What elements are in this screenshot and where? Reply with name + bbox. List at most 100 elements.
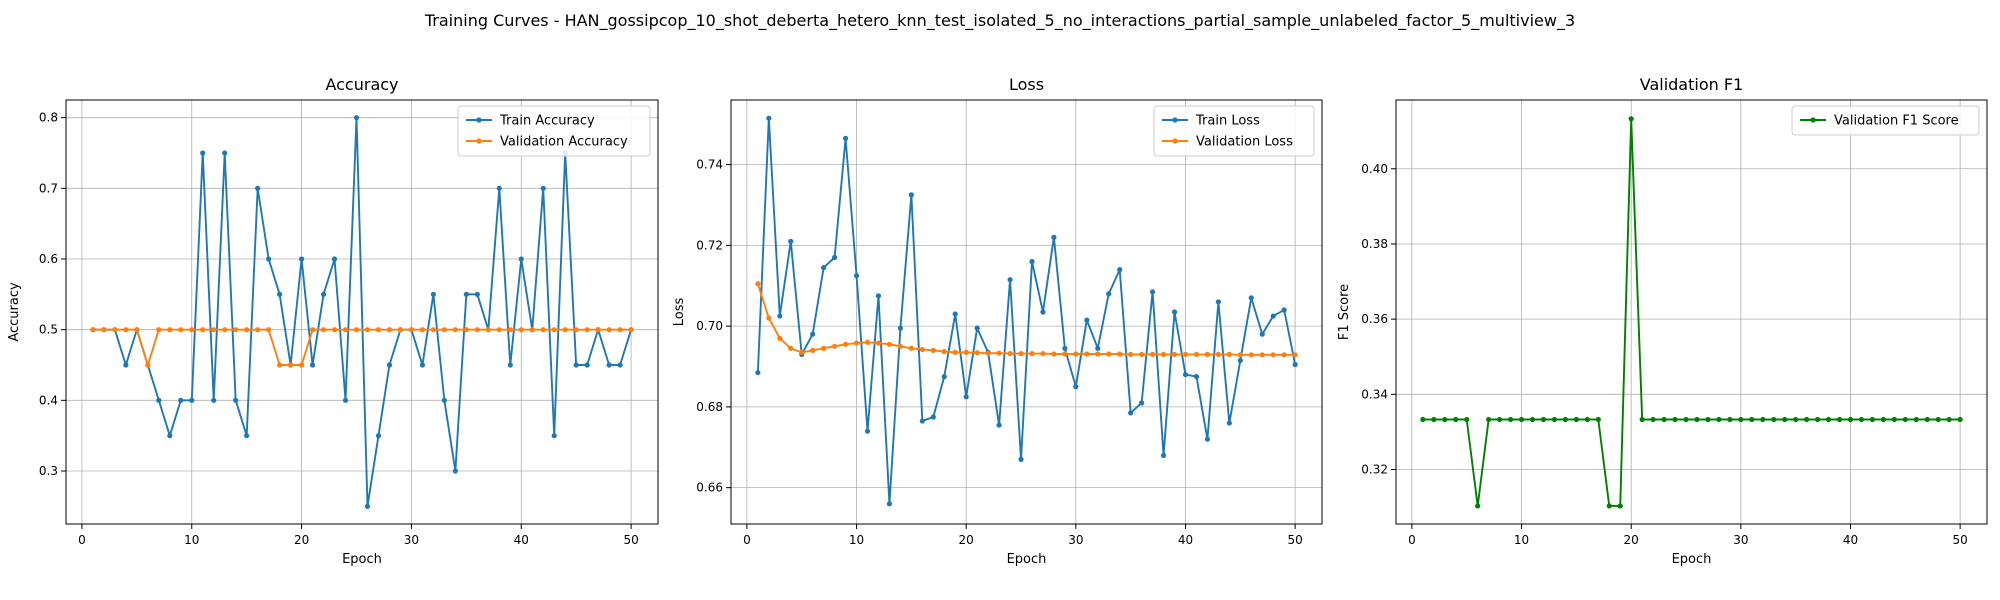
- data-point: [766, 315, 772, 321]
- data-point: [233, 397, 239, 403]
- data-point: [353, 115, 360, 121]
- legend-box: [1791, 105, 1980, 136]
- data-point: [1117, 351, 1123, 357]
- data-point: [266, 327, 272, 333]
- data-point: [441, 397, 447, 403]
- data-point: [908, 345, 914, 351]
- legend-swatch-marker: [1172, 138, 1178, 144]
- grid-lines: [1396, 100, 1987, 524]
- data-point: [452, 468, 458, 474]
- legend-box: [1153, 105, 1315, 157]
- y-tick-label: 0.36: [1361, 312, 1388, 326]
- data-point: [1171, 351, 1178, 357]
- data-point: [584, 327, 590, 333]
- data-point: [864, 428, 871, 434]
- x-tick-label: 0: [1408, 533, 1416, 547]
- y-tick-label: 0.40: [1361, 162, 1388, 176]
- data-point: [1204, 351, 1211, 357]
- data-point: [930, 414, 936, 420]
- data-point: [1040, 350, 1046, 357]
- x-tick-label: 40: [1843, 533, 1858, 547]
- x-tick-label: 30: [1733, 533, 1748, 547]
- series-line: [756, 117, 1297, 505]
- x-tick-label: 10: [1514, 533, 1529, 547]
- data-point: [974, 325, 980, 331]
- panel-title: Loss: [1009, 75, 1044, 94]
- data-point: [985, 350, 991, 356]
- data-point: [90, 327, 96, 333]
- data-point: [628, 327, 634, 333]
- data-point: [145, 362, 151, 368]
- data-point: [573, 362, 579, 368]
- data-point: [222, 150, 228, 156]
- data-point: [386, 327, 393, 333]
- data-point: [320, 327, 327, 333]
- data-point: [375, 433, 382, 439]
- data-point: [551, 327, 557, 333]
- data-point: [496, 185, 502, 191]
- grid-lines: [731, 100, 1322, 524]
- data-point: [1139, 400, 1145, 406]
- axes-frame: [65, 99, 659, 525]
- data-point: [485, 327, 491, 333]
- data-point: [430, 327, 436, 333]
- data-point: [189, 327, 195, 333]
- x-tick-label: 40: [514, 533, 529, 547]
- data-point: [996, 422, 1002, 428]
- data-point: [886, 341, 893, 347]
- data-point: [584, 362, 590, 368]
- data-point: [1084, 317, 1090, 323]
- data-point: [288, 362, 294, 368]
- data-point: [123, 362, 129, 368]
- data-point: [1825, 416, 1832, 423]
- data-point: [1095, 351, 1101, 357]
- data-point: [397, 327, 404, 333]
- data-point: [1738, 416, 1744, 423]
- data-point: [1062, 351, 1068, 357]
- data-point: [496, 327, 502, 333]
- data-point: [1727, 416, 1733, 423]
- data-point: [331, 256, 338, 262]
- data-point: [507, 362, 513, 368]
- data-point: [463, 291, 469, 297]
- data-point: [353, 327, 360, 333]
- data-point: [255, 185, 261, 191]
- y-tick-label: 0.72: [696, 238, 723, 252]
- data-point: [1018, 456, 1024, 462]
- data-point: [755, 369, 761, 376]
- data-point: [853, 273, 860, 279]
- data-point: [1836, 416, 1843, 423]
- data-point: [1117, 267, 1123, 273]
- data-point: [941, 348, 947, 355]
- x-tick-label: 10: [184, 533, 199, 547]
- data-point: [1248, 352, 1254, 358]
- data-point: [1062, 345, 1068, 351]
- data-point: [178, 327, 184, 333]
- x-tick-label: 40: [1178, 533, 1193, 547]
- legend: Train Accuracy Validation Accuracy: [457, 105, 651, 157]
- data-point: [156, 397, 162, 403]
- series-line: [92, 116, 632, 508]
- data-point: [886, 501, 893, 507]
- legend-entry-validation-loss: Validation Loss: [1162, 135, 1293, 150]
- data-point: [331, 327, 338, 333]
- data-point: [842, 341, 849, 347]
- y-tick-label: 0.5: [39, 323, 58, 337]
- accuracy-chart: 0 10 20 30 40 50 0.3 0.4 0.5 0.6 0.7 0.8 Accuracy Epo…: [7, 75, 659, 567]
- legend-entry-validation-accuracy: Validation Accuracy: [466, 135, 628, 150]
- x-tick-label: 0: [78, 533, 86, 547]
- data-point: [1051, 351, 1057, 357]
- data-point: [1281, 307, 1287, 313]
- x-axis-label: Epoch: [1007, 552, 1047, 567]
- data-point: [364, 327, 371, 333]
- data-point: [562, 327, 568, 333]
- x-tick-label: 10: [849, 533, 864, 547]
- y-tick-label: 0.34: [1361, 387, 1388, 401]
- data-point: [919, 346, 925, 353]
- data-point: [1760, 416, 1766, 423]
- data-point: [875, 340, 882, 346]
- series-validation-loss: [755, 281, 1298, 358]
- data-point: [1281, 352, 1287, 358]
- data-point: [1793, 416, 1799, 423]
- series-train-loss: [755, 115, 1298, 507]
